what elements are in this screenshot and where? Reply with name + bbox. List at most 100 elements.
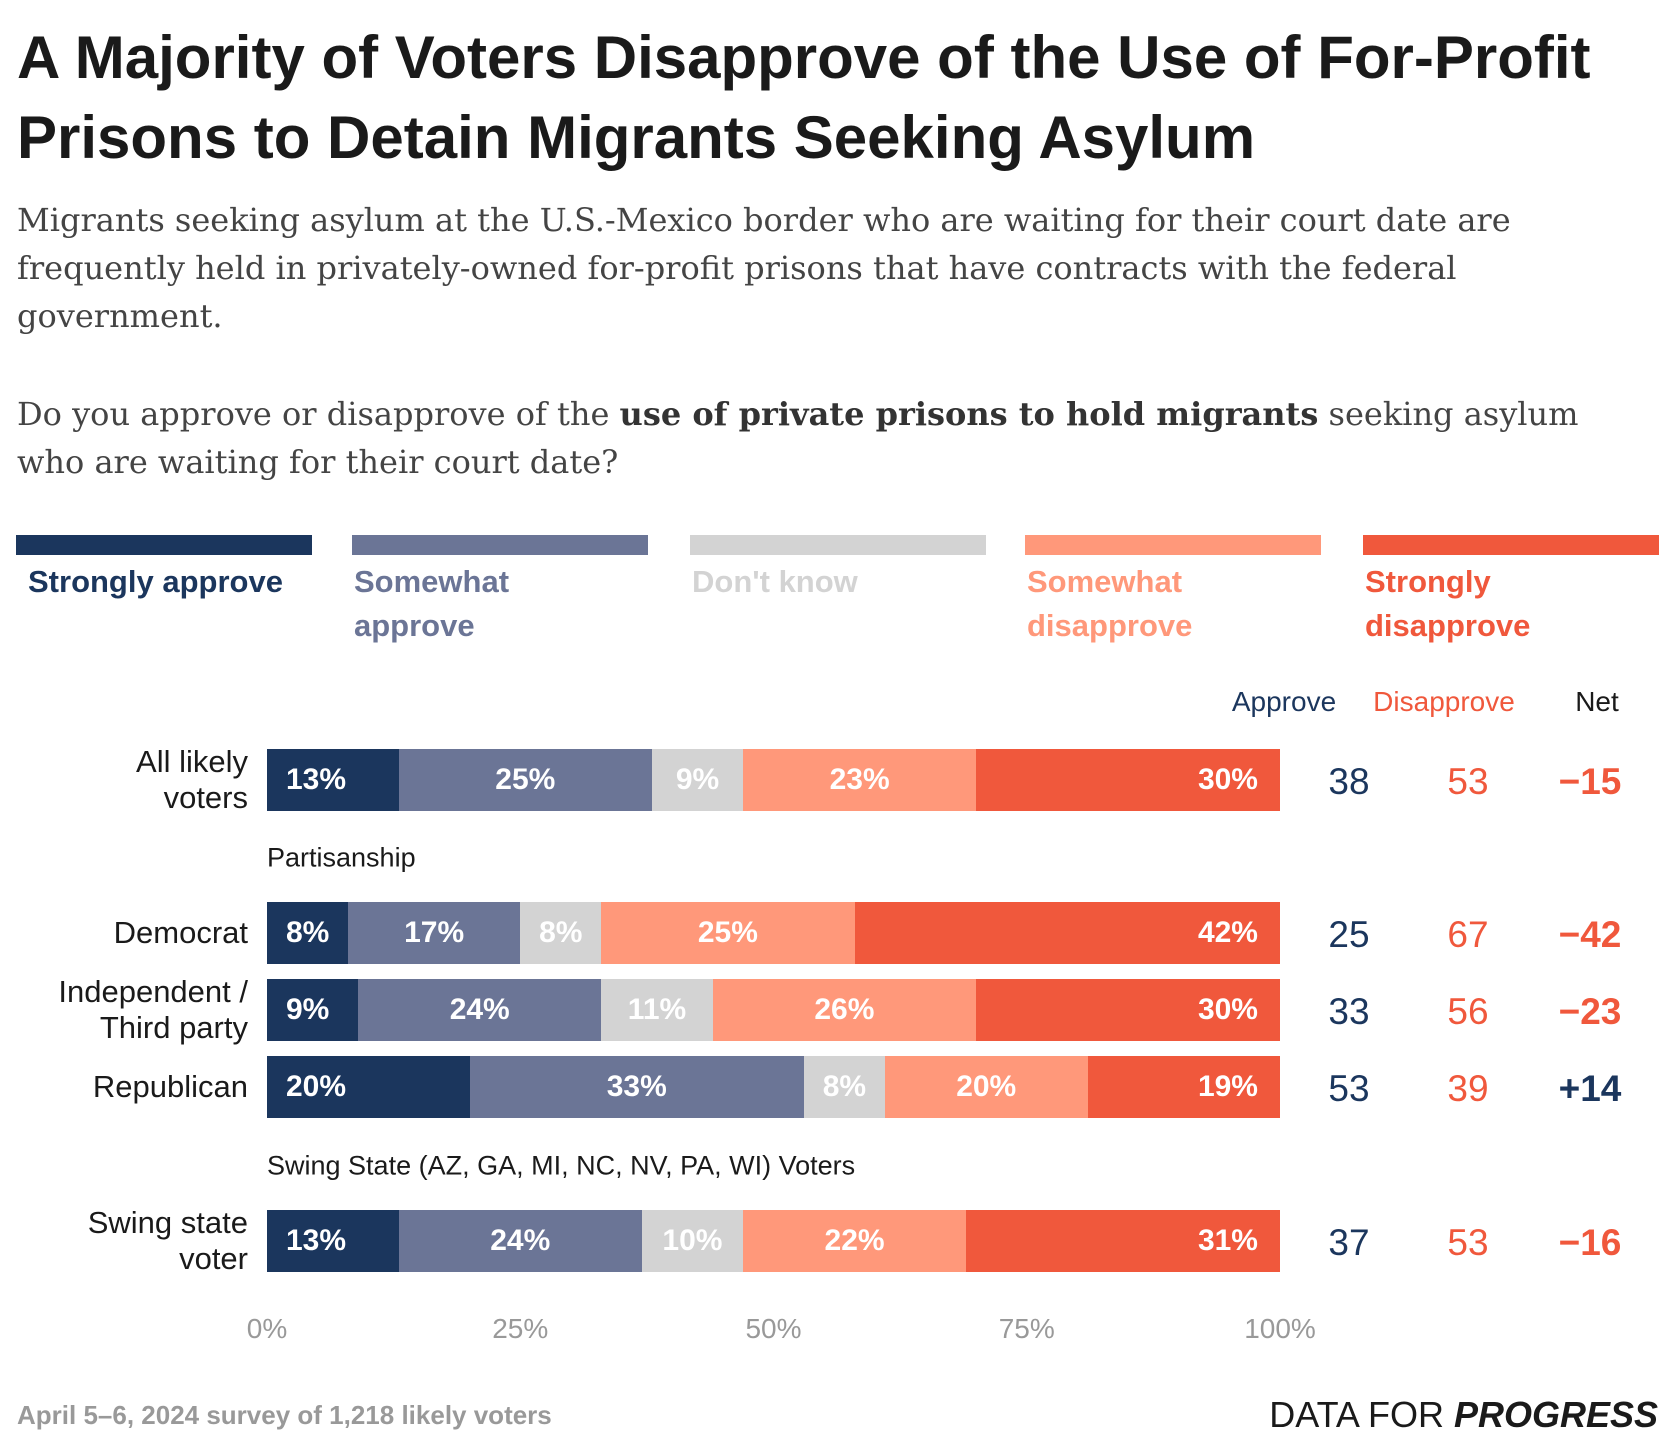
- bar-segment: 13%: [267, 749, 399, 811]
- net-value: −15: [1558, 761, 1622, 802]
- bar-segment: 26%: [712, 979, 977, 1041]
- category-label: Swing state voter: [87, 1205, 248, 1276]
- net-value: −42: [1558, 914, 1622, 955]
- summary-value: 53: [1328, 1068, 1370, 1109]
- summary-value: 56: [1447, 991, 1489, 1032]
- summary-value: 53: [1447, 1222, 1489, 1263]
- summary-value: 39: [1447, 1068, 1489, 1109]
- source-note: April 5–6, 2024 survey of 1,218 likely v…: [17, 1400, 552, 1430]
- bar-segment: 23%: [743, 749, 977, 811]
- category-label: Democrat: [113, 915, 248, 950]
- logo-text: DATA FOR: [1269, 1394, 1454, 1435]
- question-text: seeking asylum who are waiting for their…: [17, 395, 1579, 481]
- bar-value-label: 26%: [814, 993, 875, 1026]
- summary-value: 37: [1328, 1222, 1370, 1263]
- bar-segment: 13%: [267, 1210, 399, 1272]
- bar-value-label: 24%: [490, 1224, 551, 1257]
- summary-value: 53: [1447, 761, 1489, 802]
- bar-segment: 24%: [398, 1210, 642, 1272]
- net-value: −23: [1558, 991, 1622, 1032]
- bar-segment: 30%: [976, 749, 1280, 811]
- bar-value-label: 9%: [675, 763, 720, 796]
- logo: DATA FOR PROGRESS: [1269, 1394, 1658, 1436]
- bar-segment: 25%: [601, 902, 855, 964]
- net-value: −16: [1558, 1222, 1622, 1263]
- bar-value-label: 9%: [286, 993, 330, 1026]
- net-value: +14: [1558, 1068, 1622, 1109]
- bar-segment: 30%: [976, 979, 1280, 1041]
- bar-value-label: 8%: [822, 1070, 867, 1103]
- bar-value-label: 11%: [627, 993, 687, 1026]
- legend-swatch: [690, 535, 986, 555]
- chart-subtitle: Migrants seeking asylum at the U.S.-Mexi…: [17, 201, 1511, 335]
- bar-segment: 19%: [1087, 1056, 1280, 1118]
- bar-value-label: 30%: [1197, 993, 1258, 1026]
- x-tick-label: 100%: [1244, 1313, 1316, 1344]
- bar-value-label: 24%: [449, 993, 510, 1026]
- bar-value-label: 25%: [697, 916, 758, 949]
- column-header: Net: [1575, 686, 1619, 717]
- bar-segment: 10%: [641, 1210, 744, 1272]
- legend-label: Don't know: [692, 564, 858, 599]
- question-emphasis: use of private prisons to hold migrants: [619, 395, 1319, 433]
- category-label: Independent / Third party: [58, 974, 248, 1045]
- legend-swatch: [1363, 535, 1659, 555]
- bar-value-label: 8%: [286, 916, 330, 949]
- bar-value-label: 10%: [662, 1224, 723, 1257]
- legend-label: Somewhat disapprove: [1027, 564, 1193, 643]
- bar-value-label: 42%: [1197, 916, 1258, 949]
- column-header: Approve: [1231, 686, 1337, 717]
- group-label: Swing State (AZ, GA, MI, NC, NV, PA, WI)…: [267, 1150, 856, 1181]
- bar-segment: 20%: [267, 1056, 470, 1118]
- summary-value: 33: [1328, 991, 1370, 1032]
- bar-value-label: 8%: [539, 916, 583, 949]
- bar-segment: 31%: [965, 1210, 1280, 1272]
- bar-segment: 8%: [267, 902, 349, 964]
- bar-segment: 24%: [358, 979, 602, 1041]
- x-tick-label: 25%: [492, 1313, 549, 1344]
- bar-segment: 9%: [267, 979, 359, 1041]
- column-header: Disapprove: [1373, 686, 1515, 717]
- legend-swatch: [1025, 535, 1321, 555]
- summary-value: 67: [1447, 914, 1489, 955]
- bar-segment: 9%: [651, 749, 744, 811]
- bar-segment: 11%: [601, 979, 713, 1041]
- category-label: Republican: [92, 1069, 248, 1104]
- bar-segment: 8%: [803, 1056, 885, 1118]
- summary-value: 25: [1328, 914, 1370, 955]
- x-tick-label: 50%: [745, 1313, 802, 1344]
- chart-title: A Majority of Voters Disapprove of the U…: [17, 24, 1591, 171]
- bar-value-label: 30%: [1197, 763, 1258, 796]
- bar-value-label: 17%: [404, 916, 465, 949]
- bar-segment: 8%: [520, 902, 602, 964]
- bar-segment: 25%: [398, 749, 652, 811]
- bar-value-label: 31%: [1197, 1224, 1258, 1257]
- group-label: Partisanship: [267, 842, 416, 873]
- bar-value-label: 13%: [286, 763, 347, 796]
- bar-segment: 22%: [743, 1210, 966, 1272]
- legend-label: Strongly approve: [28, 564, 283, 599]
- legend-swatch: [352, 535, 648, 555]
- logo-text: PROGRESS: [1453, 1394, 1658, 1435]
- category-label: All likely voters: [136, 744, 248, 815]
- bar-segment: 17%: [348, 902, 521, 964]
- x-tick-label: 75%: [998, 1313, 1055, 1344]
- bar-value-label: 13%: [286, 1224, 347, 1257]
- bar-value-label: 20%: [286, 1070, 347, 1103]
- bar-value-label: 22%: [824, 1224, 885, 1257]
- question-text: Do you approve or disapprove of the: [17, 395, 620, 433]
- summary-value: 38: [1328, 761, 1370, 802]
- x-tick-label: 0%: [246, 1313, 288, 1344]
- bar-segment: 20%: [884, 1056, 1088, 1118]
- legend-swatch: [16, 535, 312, 555]
- legend-label: Somewhat approve: [354, 564, 510, 643]
- bar-value-label: 33%: [606, 1070, 667, 1103]
- bar-value-label: 20%: [956, 1070, 1017, 1103]
- bar-segment: 42%: [854, 902, 1280, 964]
- bar-value-label: 25%: [495, 763, 556, 796]
- legend-label: Strongly disapprove: [1365, 564, 1531, 643]
- bar-value-label: 23%: [829, 763, 890, 796]
- bar-segment: 33%: [469, 1056, 804, 1118]
- bar-value-label: 19%: [1197, 1070, 1258, 1103]
